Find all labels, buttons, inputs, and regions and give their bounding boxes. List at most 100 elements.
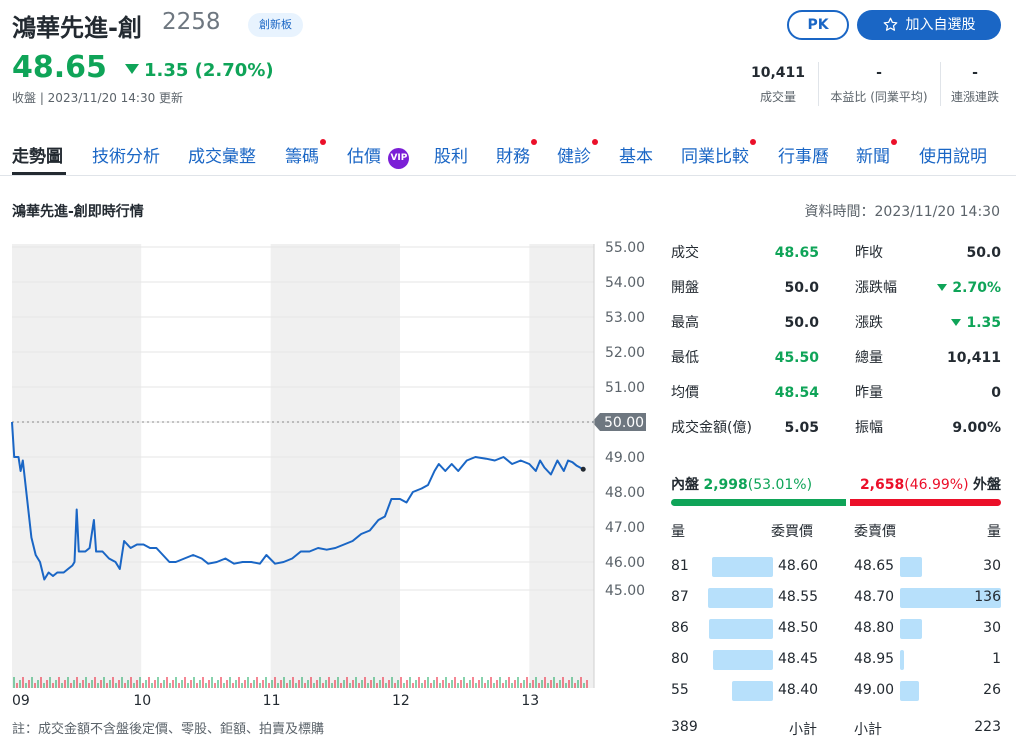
inner-volume: 內盤 2,998(53.01%) (671, 474, 812, 494)
tab-dividend[interactable]: 股利 (434, 142, 468, 167)
bid-qty: 87 (671, 589, 689, 605)
ask-volume-bar (900, 681, 919, 701)
quote-row: 成交金額(億) 5.05 (671, 418, 819, 453)
price-change: 1.35 (2.70%) (125, 60, 274, 81)
tab-label: 行事曆 (778, 147, 829, 167)
tab-label: 健診 (557, 147, 591, 167)
quote-row: 昨量 0 (855, 383, 1001, 418)
tab-trades[interactable]: 成交彙整 (188, 142, 256, 167)
y-tick-label: 51.00 (605, 380, 645, 396)
quote-value: 10,411 (947, 348, 1001, 368)
quote-value: 0 (991, 383, 1001, 403)
tab-label: 走勢圖 (12, 147, 63, 167)
quote-value: 48.65 (775, 243, 819, 263)
tab-trend[interactable]: 走勢圖 (12, 142, 63, 167)
star-icon (883, 17, 897, 31)
tab-financial[interactable]: 財務 (496, 139, 537, 167)
stat-label: 本益比 (同業平均) (830, 90, 928, 104)
quote-value: 1.35 (951, 313, 1001, 333)
tab-label: 使用說明 (919, 147, 987, 167)
quote-row: 昨收 50.0 (855, 243, 1001, 278)
y-tick-label: 47.00 (605, 520, 645, 536)
ask-total: 223 (974, 719, 1001, 735)
outer-ratio-bar (850, 499, 1001, 506)
quote-row: 最低 45.50 (671, 348, 819, 383)
quote-value-text: 0 (991, 385, 1001, 401)
chart-band (12, 244, 142, 688)
chart-band (270, 244, 400, 688)
tab-label: 股利 (434, 147, 468, 167)
intraday-chart[interactable]: 55.00 54.00 53.00 52.00 51.00 50.00 49.00 48.00… (0, 236, 660, 711)
pk-button[interactable]: PK (787, 10, 849, 40)
quote-row: 振幅 9.00% (855, 418, 1001, 453)
outer-value: 2,658 (859, 477, 905, 493)
x-tick-label: 12 (392, 693, 410, 709)
tab-news[interactable]: 新聞 (856, 139, 897, 167)
ask-qty: 136 (974, 589, 1001, 605)
notification-dot (320, 139, 326, 145)
vip-badge: VIP (388, 148, 410, 169)
quote-value-text: 50.0 (784, 315, 819, 331)
ob-header-ask-qty: 量 (987, 524, 1001, 540)
quote-label: 均價 (671, 385, 699, 401)
quote-row: 均價 48.54 (671, 383, 819, 418)
update-time: 收盤 | 2023/11/20 14:30 更新 (12, 91, 184, 105)
ask-total-label: 小計 (854, 722, 882, 738)
quote-label: 總量 (855, 350, 883, 366)
bid-total: 389 (671, 719, 698, 735)
y-tick-label: 46.00 (605, 555, 645, 571)
tab-checkup[interactable]: 健診 (557, 139, 598, 167)
board-badge[interactable]: 創新板 (248, 13, 303, 37)
quote-value-text: 9.00% (952, 420, 1001, 436)
ask-price: 49.00 (854, 682, 895, 698)
tab-label: 基本 (619, 147, 653, 167)
bid-qty: 81 (671, 558, 689, 574)
stat-pe: - 本益比 (同業平均) (820, 64, 938, 105)
quote-label: 漲跌幅 (855, 280, 897, 296)
quote-value-text: 48.54 (774, 385, 819, 401)
inner-ratio-bar (671, 499, 846, 506)
tab-calendar[interactable]: 行事曆 (778, 142, 829, 167)
tab-label: 技術分析 (92, 147, 160, 167)
y-tick-label: 49.00 (605, 450, 645, 466)
x-tick-label: 10 (133, 693, 151, 709)
bid-price: 48.45 (778, 651, 819, 667)
quote-label: 漲跌 (855, 315, 883, 331)
quote-value-text: 10,411 (946, 350, 1001, 366)
quote-row: 開盤 50.0 (671, 278, 819, 313)
quote-label: 最高 (671, 315, 699, 331)
reference-label-bg (592, 413, 646, 431)
quote-value: 50.0 (784, 313, 819, 333)
price-line (11, 421, 584, 581)
quote-value: 50.0 (966, 243, 1001, 263)
tab-technical[interactable]: 技術分析 (92, 142, 160, 167)
quote-row: 漲跌 1.35 (855, 313, 1001, 348)
ob-header-bid-price: 委買價 (771, 524, 813, 540)
outer-pct: (46.99%) (904, 477, 969, 493)
tab-help[interactable]: 使用說明 (919, 142, 987, 167)
section-title: 鴻華先進-創即時行情 (12, 204, 144, 220)
add-watchlist-button[interactable]: 加入自選股 (857, 10, 1001, 40)
chart-band (400, 244, 530, 688)
quote-label: 振幅 (855, 420, 883, 436)
bid-price: 48.40 (778, 682, 819, 698)
quote-value-text: 50.0 (966, 245, 1001, 261)
inner-label: 內盤 (671, 477, 699, 493)
tab-peer-compare[interactable]: 同業比較 (681, 139, 756, 167)
x-tick-label: 11 (263, 693, 281, 709)
tab-basic[interactable]: 基本 (619, 142, 653, 167)
y-tick-label: 53.00 (605, 310, 645, 326)
x-tick-label: 09 (12, 693, 30, 709)
tab-label: 成交彙整 (188, 147, 256, 167)
chart-band (141, 244, 271, 688)
down-arrow-icon (125, 64, 139, 74)
quote-row: 成交 48.65 (671, 243, 819, 278)
stat-value: - (972, 65, 978, 81)
outer-label: 外盤 (973, 477, 1001, 493)
stat-label: 連漲連跌 (950, 90, 999, 104)
tab-valuation[interactable]: 估價 VIP (347, 142, 410, 169)
bid-qty: 86 (671, 620, 689, 636)
tab-chips[interactable]: 籌碼 (285, 139, 326, 167)
notification-dot (531, 139, 537, 145)
y-tick-label: 54.00 (605, 275, 645, 291)
